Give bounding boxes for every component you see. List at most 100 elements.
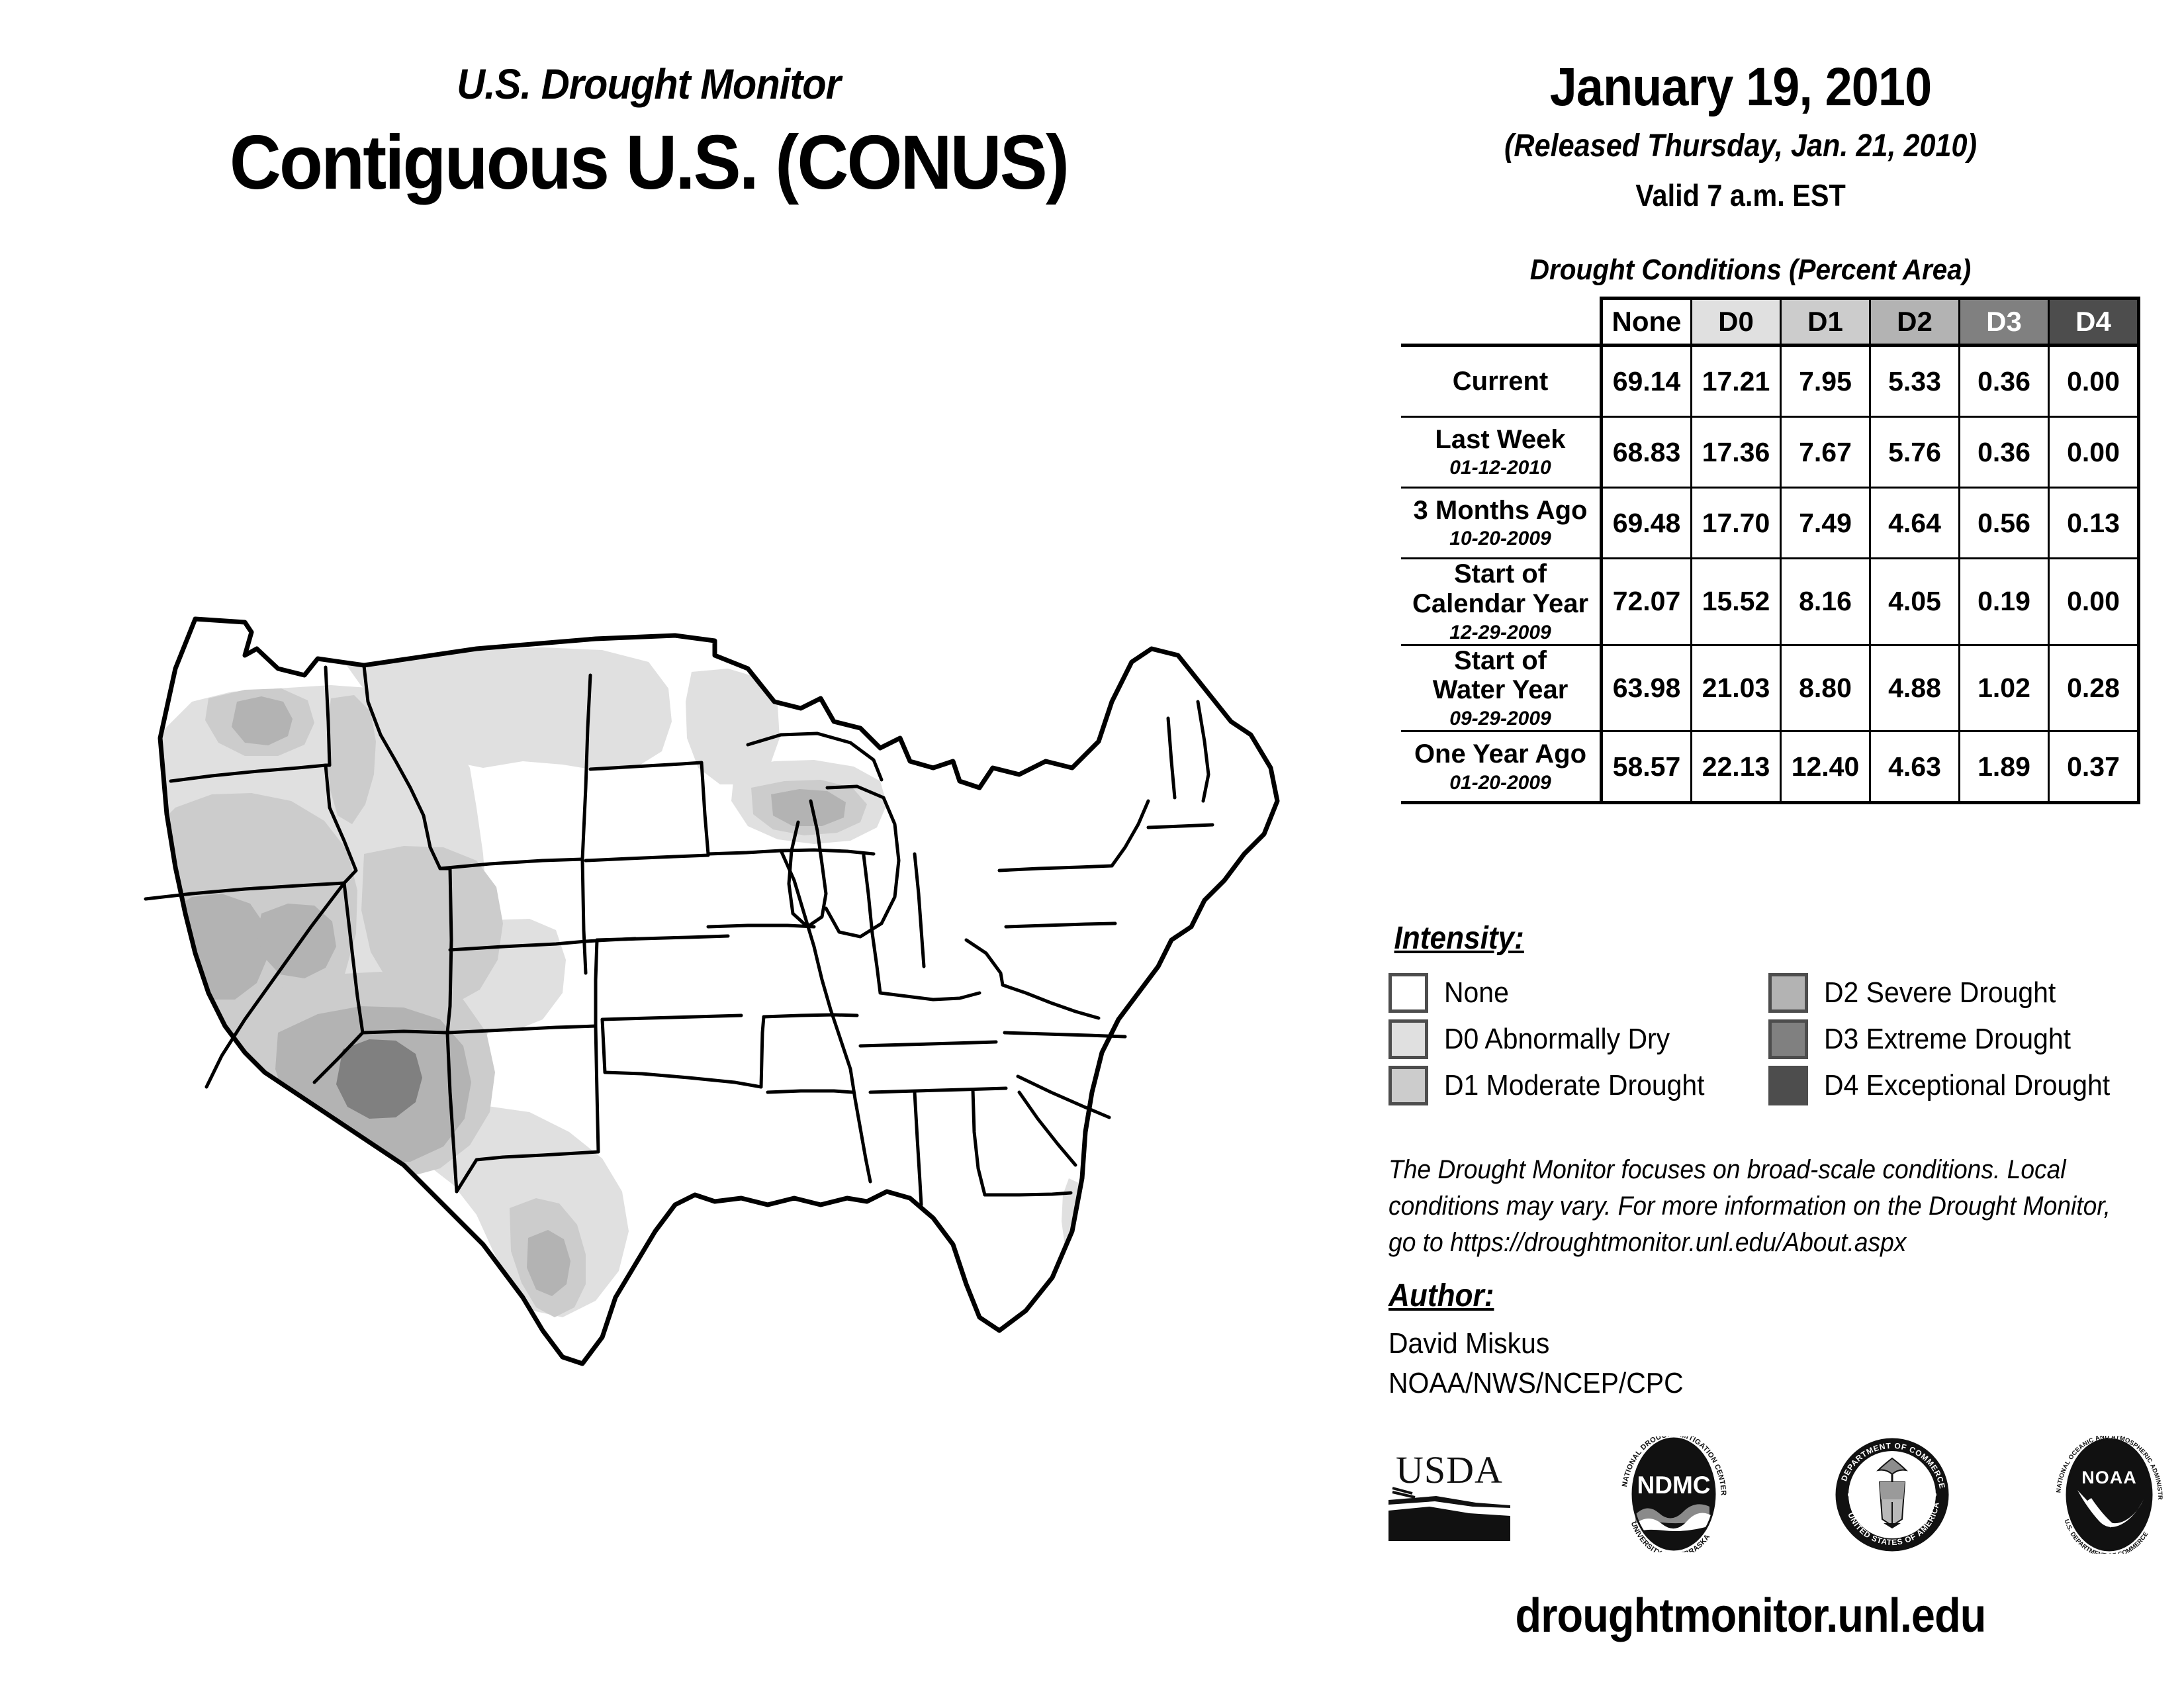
table-cell-d4: 0.28 bbox=[2048, 643, 2140, 733]
legend-item-d3: D3 Extreme Drought bbox=[1768, 1019, 2089, 1059]
border-nc-va bbox=[1003, 1031, 1127, 1039]
legend-item-d2: D2 Severe Drought bbox=[1768, 973, 2073, 1013]
border-ga-fl bbox=[983, 1191, 1073, 1197]
table-cell-d4: 0.37 bbox=[2048, 730, 2140, 805]
border-tn-south bbox=[868, 1086, 1008, 1094]
table-cell-d1: 7.49 bbox=[1780, 487, 1871, 559]
usda-logo: USDA bbox=[1383, 1442, 1516, 1551]
table-cell-d3: 0.56 bbox=[1958, 487, 2050, 559]
table-cell-d0: 21.03 bbox=[1690, 643, 1782, 733]
title-block: U.S. Drought Monitor Contiguous U.S. (CO… bbox=[0, 60, 1297, 207]
column-header-d3: D3 bbox=[1958, 297, 2050, 346]
legend-item-none: None bbox=[1388, 973, 1514, 1013]
column-header-d4: D4 bbox=[2048, 297, 2140, 346]
border-ia-mo bbox=[706, 923, 816, 929]
border-ut-co bbox=[445, 867, 453, 1035]
legend-label: D3 Extreme Drought bbox=[1824, 1023, 2071, 1055]
table-cell-none: 58.57 bbox=[1600, 730, 1692, 805]
legend-swatch bbox=[1388, 973, 1428, 1013]
border-ms-al bbox=[913, 1090, 923, 1207]
row-label-date: 01-20-2009 bbox=[1449, 771, 1551, 794]
table-cell-d1: 8.16 bbox=[1780, 557, 1871, 646]
border-az-nm bbox=[445, 1031, 459, 1194]
drought-map bbox=[79, 569, 1337, 1403]
legend-label: D4 Exceptional Drought bbox=[1824, 1069, 2111, 1102]
border-nv-ut bbox=[342, 881, 365, 1035]
row-label-name: Last Week bbox=[1435, 424, 1566, 454]
department-of-commerce-seal: DEPARTMENT OF COMMERCE UNITED STATES OF … bbox=[1833, 1436, 1951, 1557]
table-cell-d1: 8.80 bbox=[1780, 643, 1871, 733]
table-cell-none: 69.48 bbox=[1600, 487, 1692, 559]
border-ar-la bbox=[766, 1089, 854, 1094]
row-label-date: 10-20-2009 bbox=[1449, 528, 1551, 550]
d3-region-arizona-core bbox=[336, 1039, 422, 1119]
table-cell-d4: 0.00 bbox=[2048, 557, 2140, 646]
table-row: Start of Water Year 09-29-2009 63.98 21.03 8.… bbox=[1401, 643, 2140, 733]
drought-conditions-table: None D0 D1 D2 D3 D4 Current 69.14 17.21 7.95 5.33 0… bbox=[1401, 297, 2140, 805]
svg-text:USDA: USDA bbox=[1396, 1448, 1503, 1491]
legend-swatch bbox=[1768, 1066, 1808, 1105]
table-row: Start of Calendar Year 12-29-2009 72.07 15.5… bbox=[1401, 557, 2140, 646]
table-cell-d2: 5.76 bbox=[1869, 416, 1960, 489]
table-row: Last Week 01-12-2010 68.83 17.36 7.67 5.76 0.3… bbox=[1401, 416, 2140, 489]
table-cell-d4: 0.00 bbox=[2048, 344, 2140, 418]
author-org: NOAA/NWS/NCEP/CPC bbox=[1388, 1367, 1684, 1399]
border-ma-ct bbox=[1146, 823, 1214, 829]
border-nv-ca bbox=[205, 881, 346, 1089]
author-name: David Miskus bbox=[1388, 1327, 1550, 1360]
column-header-d1: D1 bbox=[1780, 297, 1871, 346]
author-heading: Author: bbox=[1388, 1278, 1494, 1313]
table-cell-d1: 7.67 bbox=[1780, 416, 1871, 489]
table-caption: Drought Conditions (Percent Area) bbox=[1529, 254, 1972, 286]
d2-region-wisconsin-core bbox=[771, 789, 846, 826]
table-cell-d3: 1.02 bbox=[1958, 643, 2050, 733]
row-label: One Year Ago 01-20-2009 bbox=[1401, 730, 1603, 805]
border-mn-ia bbox=[700, 761, 783, 856]
border-or-id bbox=[324, 763, 358, 885]
border-wa-or bbox=[169, 763, 328, 783]
border-mt-nd bbox=[580, 673, 592, 861]
row-label-date: 01-12-2010 bbox=[1449, 457, 1551, 479]
border-in-oh bbox=[913, 852, 926, 968]
noaa-logo: NOAA NATIONAL OCEANIC AND ATMOSPHERIC AD… bbox=[2046, 1430, 2171, 1560]
border-sc-nc bbox=[1016, 1074, 1111, 1119]
table-cell-d0: 17.21 bbox=[1690, 344, 1782, 418]
legend-label: D1 Moderate Drought bbox=[1444, 1069, 1705, 1102]
border-pa-md bbox=[1004, 921, 1117, 929]
table-row: 3 Months Ago 10-20-2009 69.48 17.70 7.49 4.64… bbox=[1401, 487, 2140, 559]
row-label: Start of Water Year 09-29-2009 bbox=[1401, 643, 1603, 733]
legend-swatch bbox=[1768, 973, 1808, 1013]
d2-region-south-texas-core bbox=[527, 1230, 570, 1296]
border-wi-il bbox=[779, 848, 876, 856]
table-cell-d0: 17.70 bbox=[1690, 487, 1782, 559]
release-date: (Released Thursday, Jan. 21, 2010) bbox=[1504, 128, 1977, 164]
border-ne-ks bbox=[595, 934, 730, 942]
table-row: Current 69.14 17.21 7.95 5.33 0.36 0.00 bbox=[1401, 344, 2140, 418]
table-cell-none: 72.07 bbox=[1600, 557, 1692, 646]
table-cell-d1: 12.40 bbox=[1780, 730, 1871, 805]
border-ks-ok bbox=[600, 1013, 743, 1021]
border-al-ga bbox=[971, 1088, 987, 1197]
border-wv-oh bbox=[964, 938, 1005, 987]
valid-date: January 19, 2010 bbox=[1549, 57, 1932, 117]
row-label: 3 Months Ago 10-20-2009 bbox=[1401, 487, 1603, 559]
border-ok-ar bbox=[759, 1015, 766, 1089]
row-label-name: One Year Ago bbox=[1414, 739, 1587, 769]
state-boundaries-layer bbox=[144, 616, 1280, 1366]
border-va-wv bbox=[1001, 983, 1101, 1020]
row-label-date: 09-29-2009 bbox=[1449, 708, 1551, 730]
border-nv-az bbox=[312, 1031, 365, 1084]
row-label-name: Start of Calendar Year bbox=[1412, 559, 1589, 618]
row-label-date: 12-29-2009 bbox=[1449, 621, 1551, 643]
table-cell-d3: 0.36 bbox=[1958, 344, 2050, 418]
table-cell-none: 69.14 bbox=[1600, 344, 1692, 418]
row-label-name: Start of Water Year bbox=[1432, 645, 1569, 705]
table-cell-d0: 22.13 bbox=[1690, 730, 1782, 805]
table-cell-d2: 4.64 bbox=[1869, 487, 1960, 559]
lake-michigan bbox=[787, 799, 828, 929]
column-header-d0: D0 bbox=[1690, 297, 1782, 346]
border-wy-sd bbox=[580, 857, 588, 975]
legend-label: None bbox=[1444, 976, 1509, 1009]
row-label: Start of Calendar Year 12-29-2009 bbox=[1401, 557, 1603, 646]
legend-swatch bbox=[1768, 1019, 1808, 1059]
